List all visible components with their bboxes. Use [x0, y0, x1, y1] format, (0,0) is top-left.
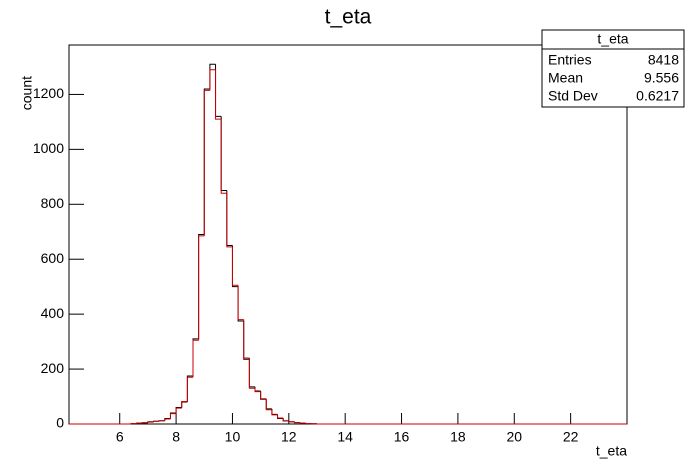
y-tick-label: 400 — [41, 305, 65, 321]
y-tick-label: 600 — [41, 250, 65, 266]
stats-label: Entries — [548, 52, 592, 68]
histogram-bin — [198, 235, 205, 341]
histogram-bin — [192, 339, 199, 378]
histogram-bin — [265, 398, 272, 411]
histogram-bin — [209, 69, 216, 91]
histogram-bin — [164, 418, 171, 421]
histogram-bin — [215, 69, 222, 120]
y-tick-label: 1000 — [33, 140, 64, 156]
histogram-bin — [271, 409, 278, 416]
histogram-bin — [237, 285, 244, 321]
x-tick-label: 16 — [394, 429, 410, 445]
stats-label: Mean — [548, 70, 583, 86]
y-axis-label: count — [19, 76, 35, 110]
stats-value: 8418 — [648, 52, 679, 68]
stats-label: Std Dev — [548, 88, 598, 104]
stats-value: 0.6217 — [636, 88, 679, 104]
x-tick-label: 10 — [225, 429, 241, 445]
chart-title: t_eta — [325, 6, 372, 29]
histogram-bin — [254, 388, 261, 393]
x-tick-label: 8 — [172, 429, 180, 445]
stats-value: 9.556 — [644, 70, 679, 86]
histogram-bin — [288, 420, 295, 423]
stats-frame — [541, 29, 685, 108]
histogram-bin — [181, 400, 188, 409]
histogram-bin — [141, 422, 148, 424]
y-tick-label: 0 — [56, 415, 64, 431]
histogram-bin — [130, 422, 137, 424]
histogram-bin — [186, 376, 193, 402]
histogram-bin — [203, 89, 210, 236]
x-tick-label: 6 — [116, 429, 124, 445]
histogram-bin — [226, 193, 233, 248]
x-tick-label: 20 — [506, 429, 522, 445]
x-tick-label: 12 — [281, 429, 297, 445]
histogram-bin — [169, 413, 177, 420]
y-tick-label: 800 — [41, 195, 65, 211]
x-axis-label: t_eta — [596, 443, 627, 459]
histogram-bin — [277, 414, 284, 419]
y-tick-label: 1200 — [33, 85, 64, 101]
x-tick-label: 18 — [450, 429, 466, 445]
histogram-bin — [175, 407, 182, 414]
x-tick-label: 22 — [563, 429, 579, 445]
stats-title: t_eta — [597, 31, 628, 47]
histogram-bin — [153, 420, 160, 423]
histogram-bin — [293, 421, 301, 424]
histogram-bin — [158, 420, 165, 422]
histogram-bin — [299, 422, 306, 424]
histogram-bin — [231, 246, 239, 286]
histogram-bin — [243, 319, 250, 360]
x-tick-label: 14 — [337, 429, 353, 445]
stats-box: t_eta Entries 8418 Mean 9.556 Std Dev 0.6217 — [541, 29, 685, 108]
histogram-bin — [260, 391, 267, 400]
histogram-bin — [248, 359, 255, 389]
histogram-bin — [282, 417, 289, 422]
histogram-bin — [220, 119, 227, 194]
y-tick-label: 200 — [41, 360, 65, 376]
histogram-bin — [147, 421, 154, 423]
